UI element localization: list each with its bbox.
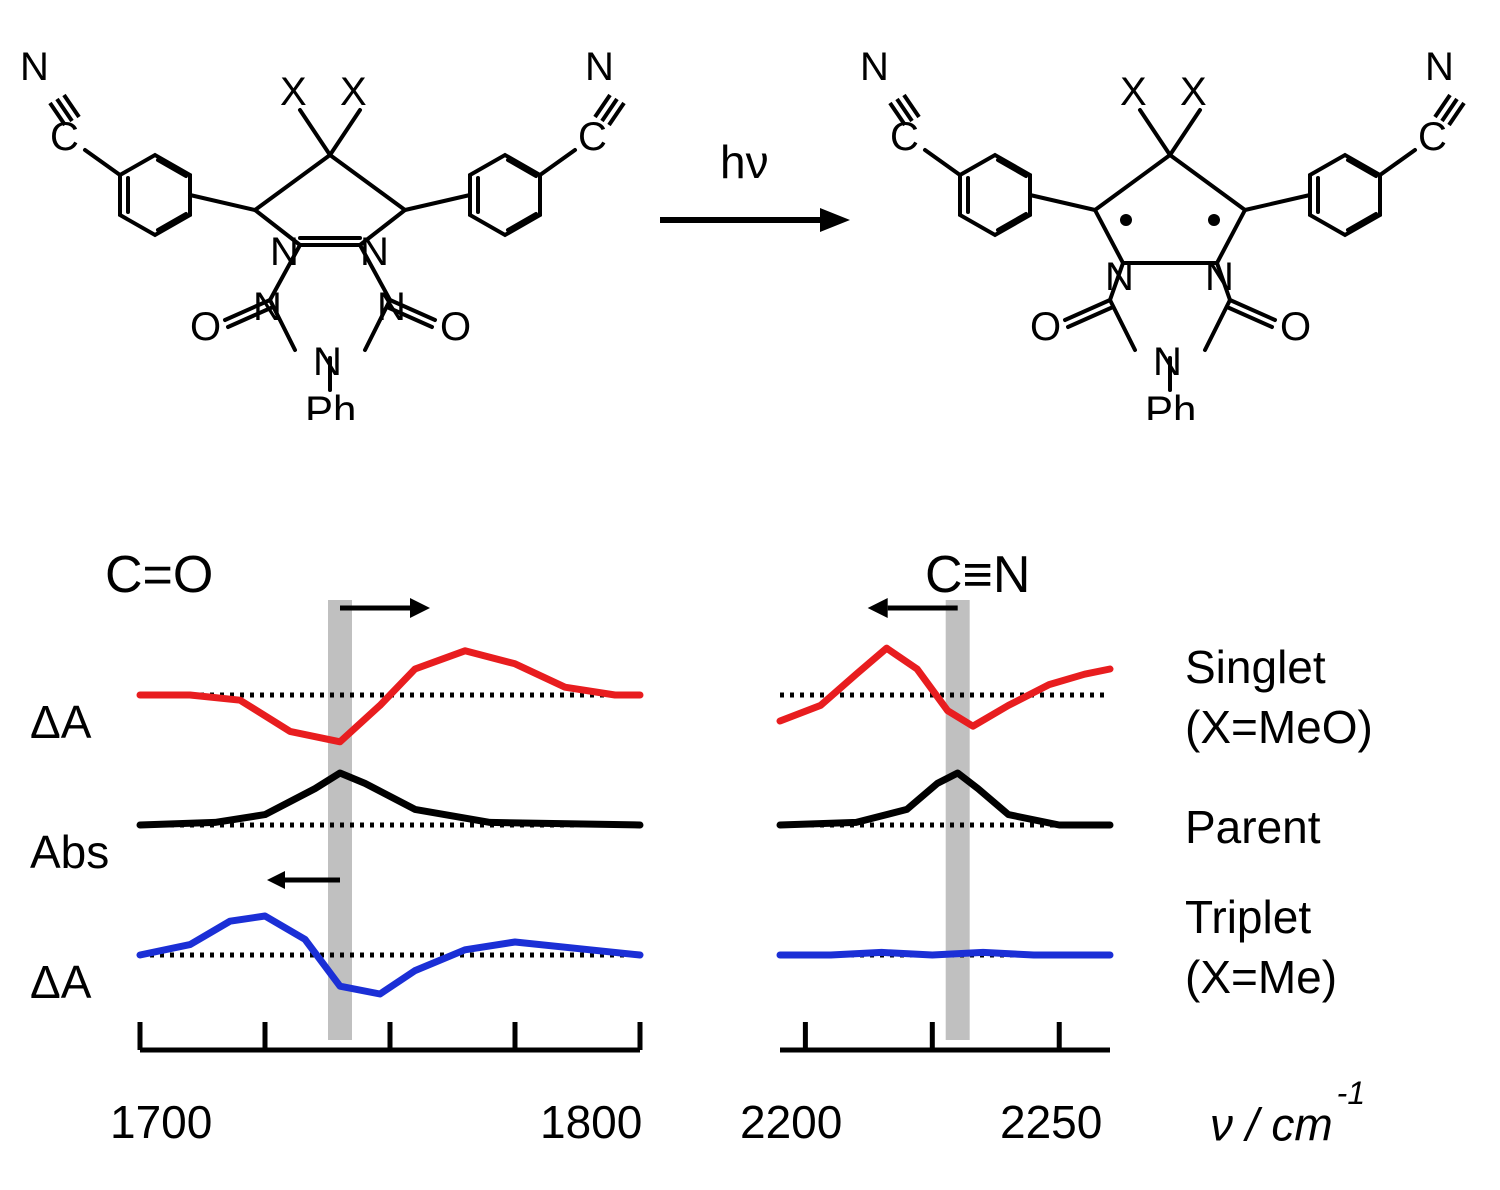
ylabel-triplet: ΔA	[30, 955, 91, 1009]
svg-text:X: X	[280, 70, 307, 114]
svg-text:N: N	[270, 230, 299, 274]
svg-text:N: N	[313, 340, 342, 384]
svg-text:N: N	[253, 285, 282, 329]
reactant-structure: N N XX NN NN OO N C C Ph	[10, 0, 650, 420]
svg-text:N: N	[1153, 340, 1182, 384]
svg-text:N: N	[377, 285, 406, 329]
axis-unit-sup: -1	[1337, 1075, 1365, 1111]
cn-spectrum	[770, 570, 1120, 1090]
ph-label-right: Ph	[1145, 387, 1196, 420]
ph-label-left: Ph	[305, 387, 356, 420]
svg-text:X: X	[1180, 70, 1207, 114]
legend-singlet-1: Singlet	[1185, 640, 1326, 694]
reaction-scheme: N N XX NN NN OO N C C Ph hν	[0, 0, 1500, 440]
svg-text:C: C	[578, 115, 607, 159]
legend-singlet-2: (X=MeO)	[1185, 700, 1373, 754]
svg-text:N: N	[1205, 255, 1234, 299]
svg-text:X: X	[340, 70, 367, 114]
svg-text:C: C	[1418, 115, 1447, 159]
hv-arrow	[650, 180, 850, 260]
ylabel-singlet: ΔA	[30, 695, 91, 749]
svg-text:O: O	[440, 305, 471, 349]
svg-text:N: N	[360, 230, 389, 274]
svg-text:X: X	[1120, 70, 1147, 114]
legend-triplet-1: Triplet	[1185, 890, 1311, 944]
cn-tick-0: 2200	[740, 1095, 842, 1149]
svg-text:N: N	[1105, 255, 1134, 299]
svg-text:O: O	[190, 305, 221, 349]
co-spectrum	[130, 570, 650, 1090]
axis-unit-symbol: ν / cm	[1210, 1098, 1333, 1150]
axis-unit: ν / cm-1	[1210, 1095, 1361, 1151]
legend-parent-1: Parent	[1185, 800, 1321, 854]
svg-text:N: N	[1425, 45, 1454, 89]
svg-text:O: O	[1030, 305, 1061, 349]
cn-tick-2: 2250	[1000, 1095, 1102, 1149]
co-tick-0: 1700	[110, 1095, 212, 1149]
svg-text:O: O	[1280, 305, 1311, 349]
svg-text:N: N	[585, 45, 614, 89]
svg-text:N: N	[860, 45, 889, 89]
co-tick-4: 1800	[540, 1095, 642, 1149]
product-structure: N N XX NN OO N C C Ph	[850, 0, 1490, 420]
svg-text:N: N	[20, 45, 49, 89]
legend-triplet-2: (X=Me)	[1185, 950, 1337, 1004]
hv-label: hν	[720, 135, 769, 189]
ylabel-parent: Abs	[30, 825, 109, 879]
